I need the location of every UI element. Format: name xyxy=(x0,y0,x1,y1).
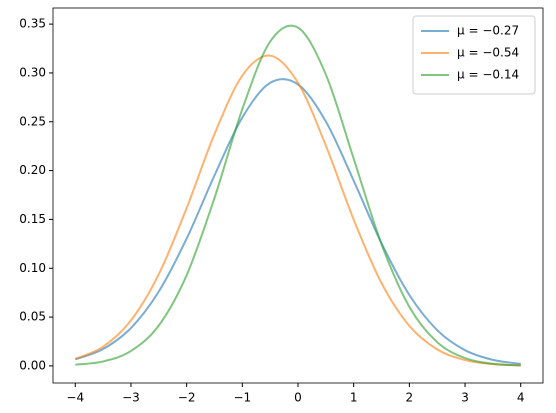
y-tick-label: 0.00 xyxy=(19,358,46,372)
y-tick-label: 0.15 xyxy=(19,212,46,226)
y-tick-label: 0.10 xyxy=(19,261,46,275)
line xyxy=(74,54,521,367)
line xyxy=(74,78,521,365)
x-tick-label: 0 xyxy=(294,391,302,405)
x-tick-label: −1 xyxy=(233,391,251,405)
plot-frame xyxy=(52,7,544,384)
y-tick-label: 0.20 xyxy=(19,163,46,177)
legend-label: μ = −0.54 xyxy=(457,46,519,60)
x-tick-label: 3 xyxy=(461,391,469,405)
legend-label: μ = −0.14 xyxy=(457,68,519,82)
x-tick-label: −3 xyxy=(122,391,140,405)
y-tick-label: 0.30 xyxy=(19,65,46,79)
legend-label: μ = −0.27 xyxy=(457,24,519,38)
y-tick-label: 0.05 xyxy=(19,310,46,324)
y-tick-label: 0.35 xyxy=(19,17,46,31)
line xyxy=(75,24,521,367)
x-tick-label: 4 xyxy=(517,391,525,405)
x-tick-label: 1 xyxy=(350,391,358,405)
x-tick-label: −2 xyxy=(178,391,196,405)
y-tick-label: 0.25 xyxy=(19,114,46,128)
x-tick-label: 2 xyxy=(406,391,414,405)
x-tick-label: −4 xyxy=(66,391,84,405)
